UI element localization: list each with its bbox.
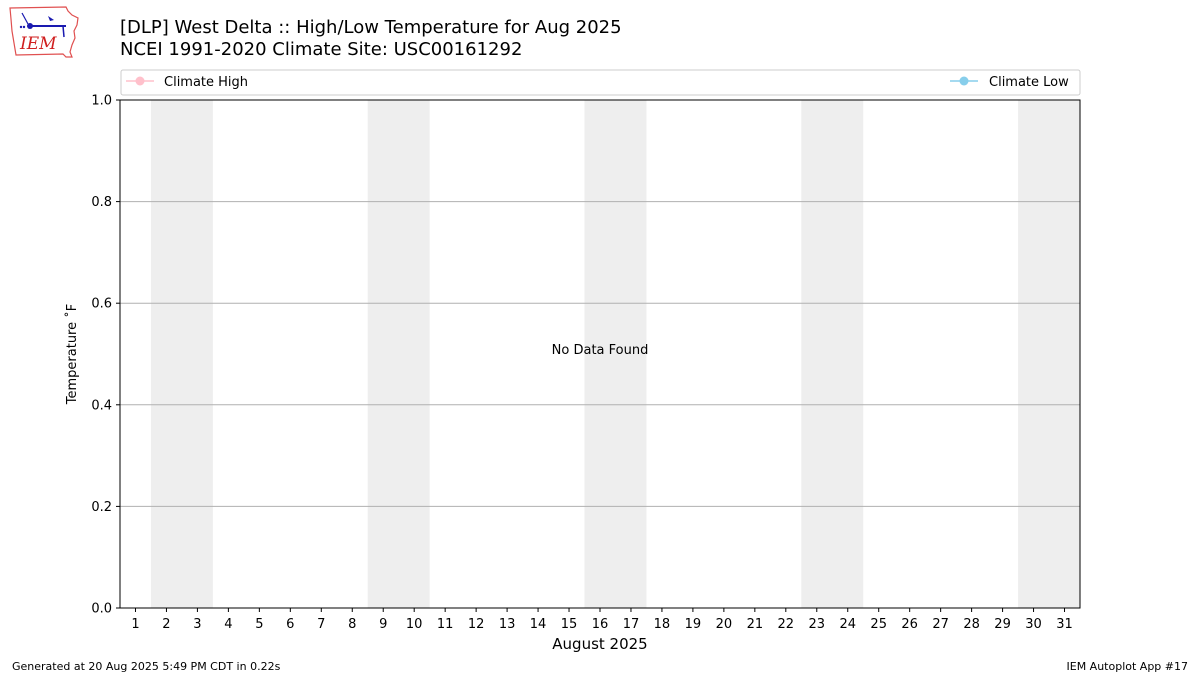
weekend-band-3	[584, 100, 647, 608]
chart-subtitle: NCEI 1991-2020 Climate Site: USC00161292	[120, 39, 523, 60]
x-tick-label-19: 19	[685, 617, 702, 632]
x-tick-label-23: 23	[809, 617, 826, 632]
x-tick-label-31: 31	[1056, 617, 1073, 632]
x-tick-label-14: 14	[530, 617, 547, 632]
x-tick-label-3: 3	[193, 617, 201, 632]
x-tick-label-15: 15	[561, 617, 578, 632]
y-tick-label-2: 0.4	[91, 398, 112, 413]
x-tick-label-13: 13	[499, 617, 516, 632]
x-tick-label-2: 2	[162, 617, 170, 632]
y-tick-label-5: 1.0	[91, 94, 112, 109]
no-data-annotation: No Data Found	[552, 343, 649, 358]
legend-marker-climate-low	[959, 76, 969, 86]
y-tick-label-1: 0.2	[91, 500, 112, 515]
iem-logo: IEM	[9, 6, 79, 58]
x-tick-label-21: 21	[747, 617, 764, 632]
x-axis: 1 2 3 4 5 6 7 8 9 10 11 12 13 14 15 16 17 18 19 20 21 22 23 24 2…	[131, 608, 1073, 632]
legend-label-climate-low: Climate Low	[989, 75, 1069, 90]
x-tick-label-26: 26	[901, 617, 918, 632]
x-tick-label-20: 20	[716, 617, 733, 632]
x-tick-label-24: 24	[839, 617, 856, 632]
footer-app: IEM Autoplot App #17	[1066, 660, 1189, 673]
grid-lines	[120, 201, 1080, 507]
x-tick-label-17: 17	[623, 617, 640, 632]
x-tick-label-28: 28	[963, 617, 980, 632]
x-tick-label-11: 11	[437, 617, 454, 632]
x-tick-label-12: 12	[468, 617, 485, 632]
x-tick-label-1: 1	[131, 617, 139, 632]
legend: Climate High Climate Low	[120, 69, 1081, 96]
weekend-band-4	[801, 100, 864, 608]
x-tick-label-16: 16	[592, 617, 609, 632]
iem-logo-text: IEM	[19, 34, 57, 54]
y-axis-label: Temperature ˚F	[64, 304, 80, 405]
x-tick-label-5: 5	[255, 617, 263, 632]
x-tick-label-29: 29	[994, 617, 1011, 632]
legend-box	[120, 69, 1081, 96]
x-axis-label: August 2025	[552, 635, 647, 653]
chart-title: [DLP] West Delta :: High/Low Temperature…	[120, 17, 622, 38]
x-tick-label-27: 27	[932, 617, 949, 632]
x-tick-label-10: 10	[406, 617, 423, 632]
y-axis: 0.0 0.2 0.4 0.6 0.8 1.0	[91, 94, 120, 617]
x-tick-label-4: 4	[224, 617, 232, 632]
x-tick-label-30: 30	[1025, 617, 1042, 632]
x-tick-label-6: 6	[286, 617, 294, 632]
x-tick-label-18: 18	[654, 617, 671, 632]
legend-item-climate-high: Climate High	[126, 75, 248, 90]
x-tick-label-9: 9	[379, 617, 387, 632]
legend-item-climate-low: Climate Low	[950, 75, 1069, 90]
y-tick-label-4: 0.8	[91, 195, 112, 210]
iowa-outline-icon	[9, 6, 79, 58]
y-tick-label-0: 0.0	[91, 602, 112, 617]
x-tick-label-7: 7	[317, 617, 325, 632]
footer-generated: Generated at 20 Aug 2025 5:49 PM CDT in …	[12, 660, 281, 673]
x-tick-label-8: 8	[348, 617, 356, 632]
legend-label-climate-high: Climate High	[164, 75, 248, 90]
y-tick-label-3: 0.6	[91, 297, 112, 312]
weekend-band-2	[367, 100, 430, 608]
weekend-band-5	[1018, 100, 1080, 608]
x-tick-label-25: 25	[870, 617, 887, 632]
weekend-bands	[150, 100, 1080, 608]
legend-marker-climate-high	[135, 76, 145, 86]
weekend-band-1	[150, 100, 213, 608]
x-tick-label-22: 22	[778, 617, 795, 632]
